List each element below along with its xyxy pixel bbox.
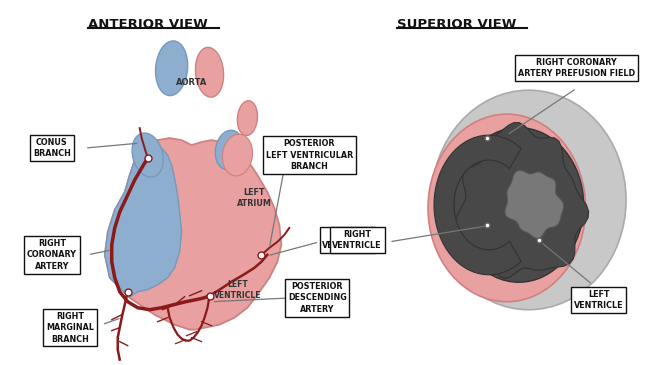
- Ellipse shape: [428, 114, 586, 302]
- Polygon shape: [456, 123, 589, 278]
- Text: POSTERIOR
LEFT VENTRICULAR
BRANCH: POSTERIOR LEFT VENTRICULAR BRANCH: [266, 139, 353, 171]
- Text: RIGHT CORONARY
ARTERY PREFUSION FIELD: RIGHT CORONARY ARTERY PREFUSION FIELD: [518, 58, 635, 78]
- Text: LEFT
VENTRICLE: LEFT VENTRICLE: [214, 280, 261, 300]
- Ellipse shape: [237, 101, 257, 135]
- Polygon shape: [105, 138, 281, 330]
- Polygon shape: [505, 170, 564, 238]
- Text: RIGHT
CORONARY
ARTERY: RIGHT CORONARY ARTERY: [27, 239, 77, 271]
- Text: RIGHT
VENTRICLE: RIGHT VENTRICLE: [332, 230, 382, 250]
- Text: CONUS
BRANCH: CONUS BRANCH: [33, 138, 71, 158]
- Text: POSTERIOR
DESCENDING
ARTERY: POSTERIOR DESCENDING ARTERY: [288, 282, 346, 314]
- Ellipse shape: [454, 128, 584, 282]
- Text: LEFT
VENTRICLE: LEFT VENTRICLE: [574, 289, 623, 310]
- Text: SUPERIOR VIEW: SUPERIOR VIEW: [397, 18, 517, 31]
- Text: AORTA: AORTA: [176, 78, 207, 87]
- Text: LEFT
ATRIUM: LEFT ATRIUM: [237, 188, 272, 208]
- Ellipse shape: [432, 90, 626, 310]
- Polygon shape: [434, 135, 521, 275]
- Ellipse shape: [215, 130, 244, 170]
- Text: ANTERIOR VIEW: ANTERIOR VIEW: [88, 18, 207, 31]
- Ellipse shape: [155, 41, 188, 96]
- Polygon shape: [105, 145, 181, 298]
- Ellipse shape: [196, 47, 224, 97]
- Ellipse shape: [222, 134, 253, 176]
- Text: RIGHT
VENTRICLE: RIGHT VENTRICLE: [322, 230, 372, 250]
- Ellipse shape: [132, 133, 163, 177]
- Text: RIGHT
MARGINAL
BRANCH: RIGHT MARGINAL BRANCH: [46, 312, 94, 343]
